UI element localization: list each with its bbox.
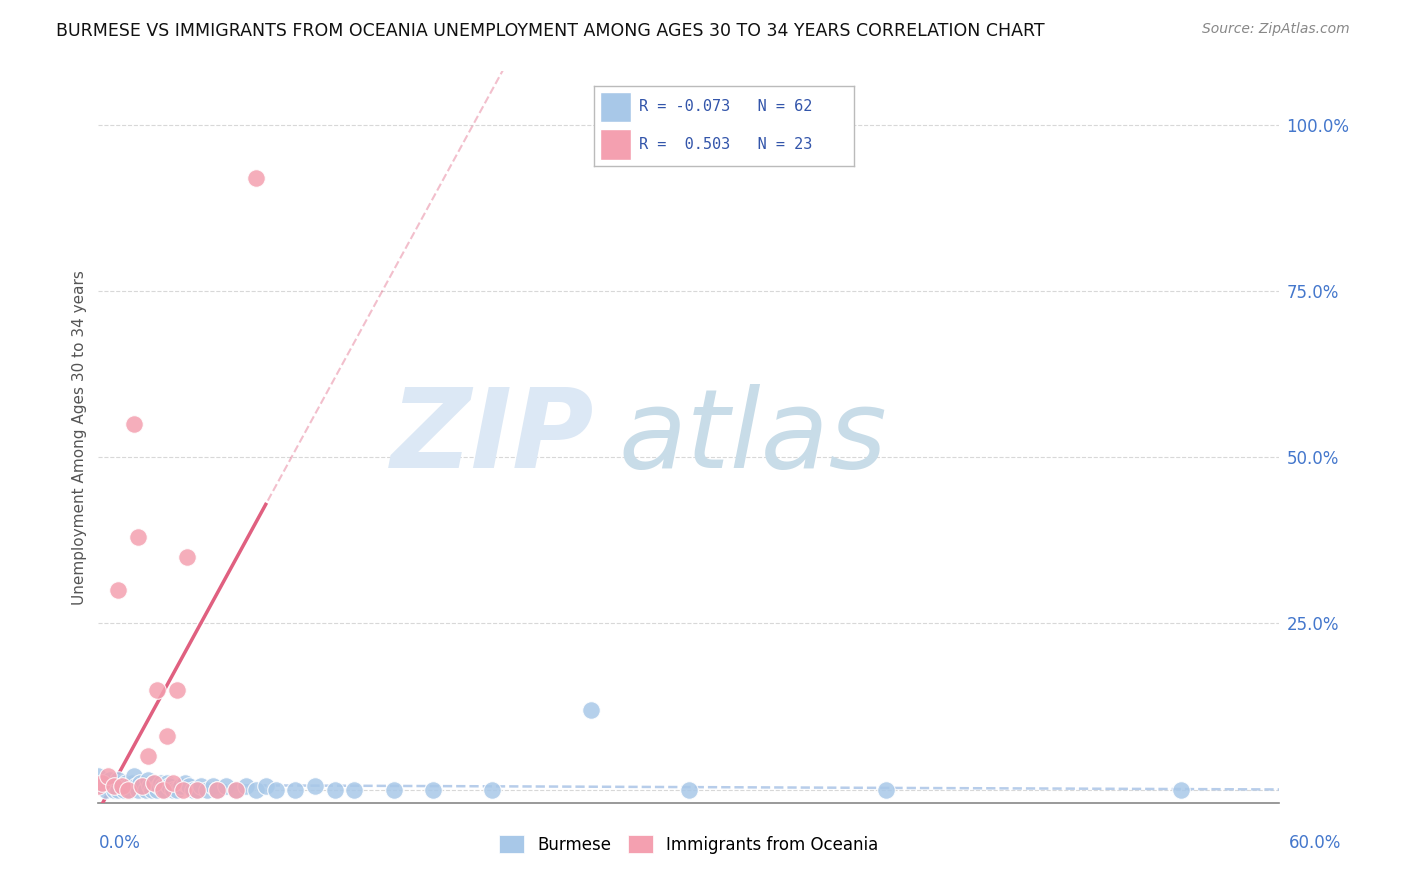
Point xyxy=(142,776,165,790)
Point xyxy=(166,682,188,697)
Point xyxy=(146,782,169,797)
Point xyxy=(181,782,204,797)
Text: atlas: atlas xyxy=(619,384,887,491)
Point xyxy=(1170,782,1192,797)
Point xyxy=(96,782,118,797)
Point xyxy=(176,549,198,564)
Point xyxy=(131,779,153,793)
Point xyxy=(422,782,444,797)
Point xyxy=(136,749,159,764)
Point xyxy=(205,782,228,797)
Point xyxy=(128,776,150,790)
Point xyxy=(152,779,174,793)
Point xyxy=(121,776,143,790)
Point xyxy=(875,782,897,797)
Point xyxy=(166,782,188,797)
Point xyxy=(156,776,179,790)
Point xyxy=(98,772,121,787)
Point xyxy=(103,779,125,793)
Point xyxy=(162,782,184,797)
Point xyxy=(343,782,366,797)
Point xyxy=(115,776,138,790)
Point xyxy=(135,782,157,797)
Point xyxy=(205,782,228,797)
Point xyxy=(225,782,247,797)
Point xyxy=(382,782,405,797)
Text: Source: ZipAtlas.com: Source: ZipAtlas.com xyxy=(1202,22,1350,37)
Text: BURMESE VS IMMIGRANTS FROM OCEANIA UNEMPLOYMENT AMONG AGES 30 TO 34 YEARS CORREL: BURMESE VS IMMIGRANTS FROM OCEANIA UNEMP… xyxy=(56,22,1045,40)
Point xyxy=(172,782,194,797)
Point xyxy=(91,776,114,790)
Point xyxy=(235,779,257,793)
Point xyxy=(122,769,145,783)
Point xyxy=(138,779,160,793)
Point xyxy=(174,776,197,790)
Point xyxy=(141,782,163,797)
Point xyxy=(122,417,145,431)
Point xyxy=(146,682,169,697)
Point xyxy=(97,776,120,790)
Point xyxy=(101,779,124,793)
Point xyxy=(186,782,208,797)
Point xyxy=(201,779,224,793)
Point xyxy=(155,782,177,797)
Point xyxy=(125,779,148,793)
Point xyxy=(127,782,149,797)
Point xyxy=(107,772,129,787)
Point xyxy=(323,782,346,797)
Text: 60.0%: 60.0% xyxy=(1288,834,1341,852)
Point xyxy=(87,776,110,790)
Point xyxy=(177,779,200,793)
Point xyxy=(87,779,110,793)
Point xyxy=(678,782,700,797)
Point xyxy=(105,776,128,790)
Point xyxy=(162,776,184,790)
Point xyxy=(118,782,141,797)
Text: 0.0%: 0.0% xyxy=(98,834,141,852)
Point xyxy=(215,779,238,793)
Point xyxy=(103,782,125,797)
Point xyxy=(111,779,134,793)
Point xyxy=(170,779,193,793)
Point xyxy=(127,530,149,544)
Point xyxy=(190,779,212,793)
Point xyxy=(245,170,267,185)
Point xyxy=(157,779,180,793)
Point xyxy=(136,772,159,787)
Point xyxy=(142,776,165,790)
Legend: Burmese, Immigrants from Oceania: Burmese, Immigrants from Oceania xyxy=(492,829,886,860)
Text: ZIP: ZIP xyxy=(391,384,595,491)
Point xyxy=(245,782,267,797)
Point xyxy=(107,582,129,597)
Point xyxy=(87,769,110,783)
Point xyxy=(186,782,208,797)
Point xyxy=(107,782,129,797)
Point xyxy=(152,782,174,797)
Point xyxy=(264,782,287,797)
Point xyxy=(112,782,135,797)
Point xyxy=(225,782,247,797)
Point xyxy=(156,729,179,743)
Point xyxy=(481,782,503,797)
Point xyxy=(254,779,277,793)
Point xyxy=(579,703,602,717)
Point xyxy=(150,776,173,790)
Point xyxy=(111,779,134,793)
Point xyxy=(117,782,139,797)
Point xyxy=(131,779,153,793)
Point xyxy=(117,779,139,793)
Point xyxy=(304,779,326,793)
Point xyxy=(97,769,120,783)
Point xyxy=(195,782,218,797)
Point xyxy=(284,782,307,797)
Point xyxy=(91,779,114,793)
Point xyxy=(148,779,170,793)
Y-axis label: Unemployment Among Ages 30 to 34 years: Unemployment Among Ages 30 to 34 years xyxy=(72,269,87,605)
